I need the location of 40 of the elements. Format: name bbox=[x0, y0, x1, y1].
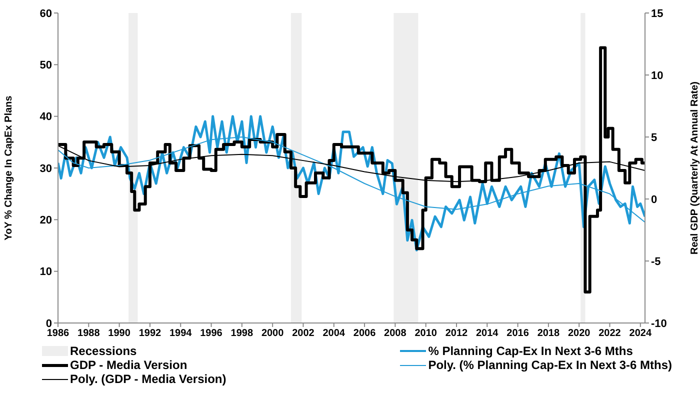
y2-tick-label: -5 bbox=[651, 256, 661, 268]
x-tick-label: 2008 bbox=[384, 328, 407, 340]
legend-label: Poly. (% Planning Cap-Ex In Next 3-6 Mths) bbox=[428, 358, 672, 372]
x-tick-label: 2024 bbox=[629, 328, 652, 340]
x-tick-label: 2010 bbox=[414, 328, 438, 340]
y-tick-label: 60 bbox=[40, 8, 52, 20]
x-tick-label: 2000 bbox=[261, 328, 284, 340]
x-tick-label: 1998 bbox=[230, 328, 254, 340]
x-tick-label: 1988 bbox=[78, 328, 100, 340]
x-tick-label: 1996 bbox=[200, 328, 223, 340]
x-tick-label: 2014 bbox=[476, 328, 499, 340]
y-tick-label: 20 bbox=[40, 214, 52, 227]
x-tick-label: 2022 bbox=[598, 328, 622, 340]
x-tick-label: 2004 bbox=[322, 328, 346, 340]
legend-label: % Planning Cap-Ex In Next 3-6 Mths bbox=[428, 344, 633, 358]
x-tick-label: 2020 bbox=[568, 328, 591, 340]
y-tick-label: 40 bbox=[40, 111, 52, 124]
y2-tick-label: -10 bbox=[651, 318, 667, 330]
x-tick-label: 2006 bbox=[353, 328, 376, 340]
x-tick-label: 2018 bbox=[537, 328, 560, 340]
x-tick-label: 1992 bbox=[138, 328, 162, 340]
legend-label: Recessions bbox=[70, 344, 137, 358]
y2-tick-label: 10 bbox=[651, 70, 664, 82]
legend-label: Poly. (GDP - Media Version) bbox=[70, 372, 226, 386]
y-tick-label: 50 bbox=[40, 60, 52, 72]
y-tick-label: 10 bbox=[40, 266, 52, 278]
x-tick-label: 2016 bbox=[506, 328, 530, 340]
x-tick-label: 1990 bbox=[108, 328, 131, 340]
y2-tick-label: 0 bbox=[651, 194, 658, 206]
legend-label: GDP - Media Version bbox=[70, 358, 188, 372]
y2-tick-label: 15 bbox=[651, 8, 664, 20]
x-tick-label: 1994 bbox=[169, 328, 192, 340]
y-tick-label: 0 bbox=[46, 318, 52, 330]
y-axis-title: YoY % Change In CapEx Plans bbox=[4, 95, 15, 240]
x-tick-label: 2002 bbox=[292, 328, 315, 340]
x-tick-label: 2012 bbox=[445, 328, 468, 340]
y2-tick-label: 5 bbox=[651, 132, 658, 144]
y-tick-label: 30 bbox=[40, 162, 52, 175]
x-tick-label: 1986 bbox=[46, 328, 70, 340]
y2-axis-title: Real GDP (Quarterly At Annual Rate) bbox=[690, 82, 700, 254]
